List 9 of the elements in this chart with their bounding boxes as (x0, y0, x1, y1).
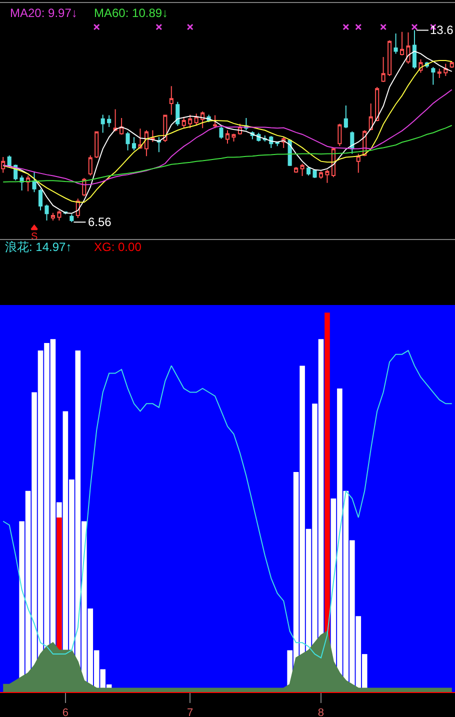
x-tick-label: 7 (187, 707, 194, 717)
text: 浪花: 14.97↑ (5, 240, 72, 254)
annotation: 6.56 (88, 215, 112, 229)
x-tick-label: 6 (62, 707, 69, 717)
text: MA20: 9.97↓ (10, 6, 78, 20)
x-tick-label: 8 (318, 707, 324, 717)
annotation: 13.6 (430, 23, 454, 37)
text: XG: 0.00 (94, 240, 142, 254)
text: MA60: 10.89↓ (94, 6, 168, 20)
